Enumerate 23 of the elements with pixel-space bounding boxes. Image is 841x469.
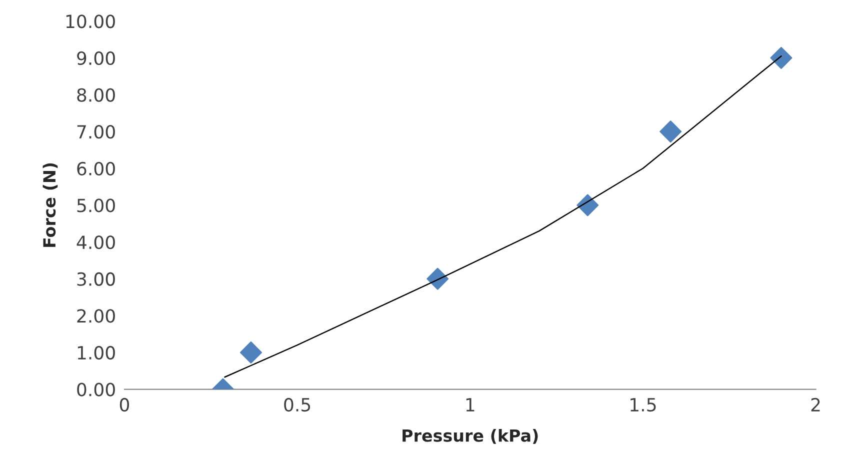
y-tick-label: 9.00 [77,51,115,66]
y-tick-label: 5.00 [77,198,115,212]
x-tick-label: 0.5 [284,398,310,412]
y-tick-label: 1.00 [78,346,115,360]
x-tick-label: 2 [811,398,820,412]
y-tick-label: 10.00 [66,14,115,28]
point [426,268,449,290]
x-tick-label: 1 [466,398,474,412]
y-tick-label: 0.00 [77,382,115,396]
x-axis-title: Pressure (kPa) [402,428,538,444]
y-tick-label: 4.00 [76,235,115,250]
point [576,194,599,216]
y-tick-label: 2.00 [77,309,115,323]
x-tick-label: 0 [120,398,130,412]
y-axis-title: Force (N) [42,163,58,247]
point [770,46,792,69]
point [240,341,262,364]
y-tick-label: 7.00 [77,125,115,139]
x-tick-label: 1.5 [630,398,656,412]
y-tick-label: 6.00 [77,162,115,176]
y-tick-label: 8.00 [77,88,115,102]
y-tick-label: 3.00 [77,272,115,286]
point [660,120,682,143]
